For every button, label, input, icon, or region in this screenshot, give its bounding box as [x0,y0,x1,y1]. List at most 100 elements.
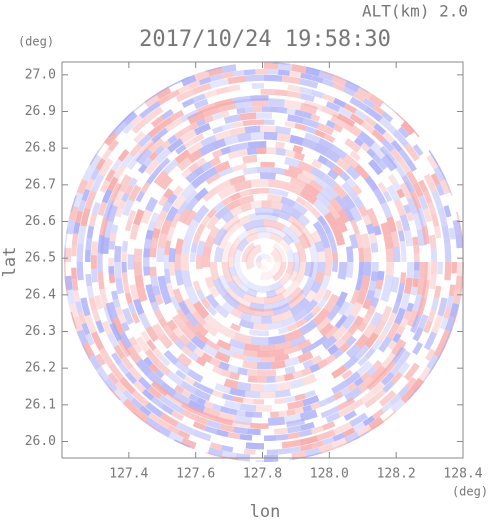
radar-cell [324,325,339,339]
radar-cell [98,157,114,177]
radar-cell [127,209,137,222]
radar-cell [268,416,286,426]
radar-cell [429,234,437,249]
radar-cell [409,377,426,394]
radar-cell [352,92,366,103]
radar-cell [331,145,348,160]
radar-cell [288,270,299,283]
radar-cell [204,235,216,248]
radar-cell [64,275,73,291]
radar-cell [180,109,200,123]
radar-cell [88,213,97,227]
radar-cell [330,113,349,129]
radar-cell [117,199,127,210]
radar-cell [229,126,246,137]
radar-cell [185,219,200,238]
radar-cell [297,213,311,227]
radar-cell [383,274,394,290]
radar-cell [397,282,405,294]
radar-cell [71,278,79,291]
radar-cell [167,134,178,145]
radar-cell [344,121,363,138]
radar-cell [239,311,252,323]
radar-cell [381,153,398,172]
radar-cell [319,187,334,202]
radar-cell [299,86,313,95]
radar-cell [317,358,329,369]
radar-cell [260,125,276,133]
radar-cell [227,279,247,299]
radar-cell [392,129,409,148]
radar-cell [360,120,375,134]
radar-cell [259,172,277,180]
radar-cell [151,396,164,409]
radar-cell [202,385,214,395]
radar-cell [172,185,184,197]
radar-cell [259,264,269,271]
radar-cell [250,383,264,393]
radar-cell [188,351,200,362]
radar-cell [380,201,393,219]
radar-cell [365,289,376,301]
radar-cell [239,403,257,412]
radar-cell [419,262,428,279]
radar-cell [309,363,321,373]
radar-cell [146,173,157,185]
radar-cell [147,292,157,304]
radar-cell [181,389,192,399]
radar-cell [212,278,228,297]
radar-cell [221,196,233,207]
radar-cell [208,225,221,239]
radar-cell [206,305,218,317]
radar-cell [403,229,413,247]
radar-cell [325,412,341,423]
radar-cell [323,133,336,143]
radar-cell [370,242,379,253]
radar-cell [234,214,252,228]
radar-cell [221,300,235,314]
radar-cell [216,339,232,351]
radar-cell [382,131,395,144]
radar-cell [278,410,288,418]
radar-cell [390,371,403,385]
radar-cell [101,320,113,336]
radar-cell [150,275,159,287]
radar-cell [243,69,256,76]
radar-cell [297,350,314,364]
radar-cell [372,154,383,165]
radar-cell [383,234,394,250]
radar-cell [179,129,197,144]
radar-cell [331,364,348,379]
radar-cell [117,174,133,193]
radar-cell [274,397,286,405]
radar-cell [125,219,133,232]
radar-cell [317,262,326,274]
radar-cell [140,330,151,343]
radar-cell [379,361,396,379]
radar-cell [248,188,260,195]
radar-cell [244,343,261,352]
radar-cell [143,257,150,267]
radar-cell [151,285,161,297]
radar-cell [192,280,202,292]
radar-cell [95,158,106,171]
radar-cell [129,97,146,114]
radar-cell [228,408,238,416]
radar-cell [114,262,122,279]
radar-cell [176,156,193,172]
radar-cell [214,416,234,426]
radar-cell [351,184,363,196]
radar-cell [385,248,395,262]
radar-cell [412,341,423,356]
radar-cell [287,84,301,93]
radar-cell [155,147,172,164]
radar-cell [205,293,220,309]
radar-cell [223,286,240,303]
radar-cell [145,325,159,343]
radar-cell [183,298,197,315]
radar-cell [391,159,407,178]
radar-cell [334,195,348,210]
radar-cell [289,134,305,146]
radar-cell [299,409,318,422]
radar-cell [345,343,361,359]
